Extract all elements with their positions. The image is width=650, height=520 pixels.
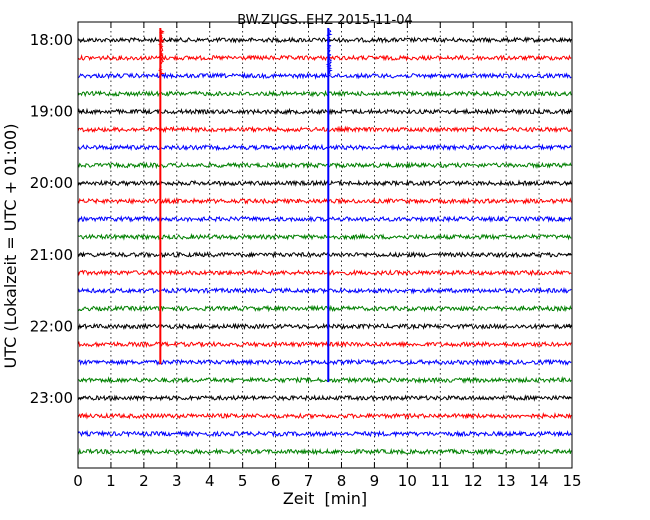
y-axis-label: UTC (Lokalzeit = UTC + 01:00) <box>1 124 20 369</box>
x-tick-label: 0 <box>73 472 83 490</box>
x-tick-label: 5 <box>238 472 248 490</box>
trace-row <box>77 286 572 295</box>
x-tick-label: 14 <box>530 472 549 490</box>
event-burst <box>325 29 333 75</box>
x-axis-ticks: 0 1 2 3 4 5 6 7 8 9 10 11 12 13 14 15 <box>73 22 582 490</box>
trace-row <box>77 71 572 80</box>
trace-row <box>77 54 572 62</box>
x-tick-label: 9 <box>370 472 380 490</box>
trace-row <box>77 125 572 134</box>
y-tick-label: 23:00 <box>30 389 73 407</box>
x-tick-label: 15 <box>562 472 581 490</box>
trace-row <box>77 340 572 349</box>
trace-row <box>77 322 572 331</box>
x-tick-label: 10 <box>398 472 417 490</box>
x-tick-label: 6 <box>271 472 281 490</box>
trace-row <box>77 358 572 367</box>
trace-row <box>77 215 572 223</box>
y-tick-label: 22:00 <box>30 317 73 335</box>
event-burst <box>157 29 166 75</box>
y-tick-label: 21:00 <box>30 246 73 264</box>
trace-row <box>77 36 572 44</box>
trace-row <box>77 232 572 241</box>
x-gridlines <box>110 22 540 468</box>
x-tick-label: 12 <box>464 472 483 490</box>
trace-row <box>77 304 572 313</box>
trace-row <box>77 447 572 456</box>
x-tick-label: 3 <box>172 472 182 490</box>
trace-row <box>77 251 572 259</box>
trace-row <box>77 179 572 187</box>
trace-row <box>77 394 572 402</box>
x-tick-label: 2 <box>139 472 149 490</box>
x-tick-label: 13 <box>497 472 516 490</box>
chart-title: BW.ZUGS..EHZ 2015-11-04 <box>237 13 413 28</box>
x-tick-label: 11 <box>431 472 450 490</box>
y-tick-label: 20:00 <box>30 174 73 192</box>
trace-row <box>77 143 572 152</box>
trace-row <box>77 89 572 98</box>
event-spikes <box>157 28 333 383</box>
x-tick-label: 7 <box>304 472 314 490</box>
x-tick-label: 1 <box>106 472 116 490</box>
y-tick-label: 18:00 <box>30 31 73 49</box>
y-tick-label: 19:00 <box>30 103 73 121</box>
trace-row <box>77 411 572 420</box>
trace-row <box>77 161 572 170</box>
plot-frame <box>77 21 573 469</box>
x-axis-label: Zeit [min] <box>283 489 367 508</box>
trace-row <box>77 429 572 438</box>
seismic-traces <box>77 36 572 456</box>
trace-row <box>77 269 572 277</box>
x-tick-label: 4 <box>205 472 215 490</box>
trace-row <box>77 376 572 384</box>
trace-row <box>77 107 572 116</box>
trace-row <box>77 197 572 205</box>
y-axis-ticks: 18:00 19:00 20:00 21:00 22:00 23:00 <box>30 31 572 407</box>
x-tick-label: 8 <box>337 472 347 490</box>
